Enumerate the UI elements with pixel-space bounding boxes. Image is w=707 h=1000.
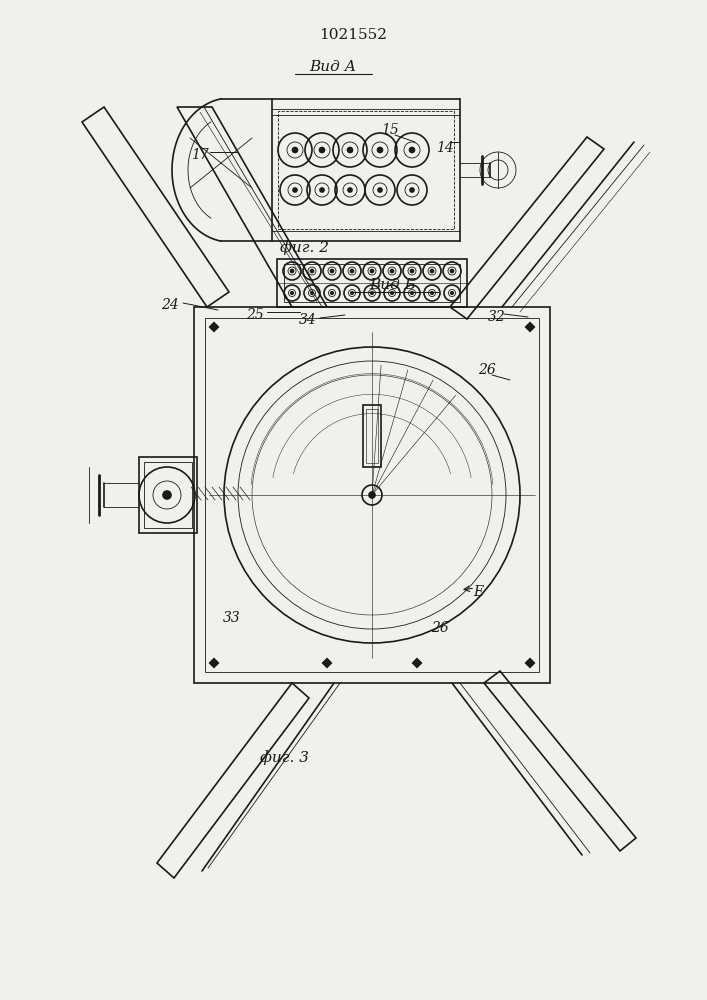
Circle shape [451, 292, 453, 294]
Polygon shape [525, 322, 535, 332]
Text: Вид А: Вид А [310, 60, 356, 74]
Circle shape [310, 269, 313, 272]
Text: E: E [473, 585, 483, 599]
Circle shape [369, 492, 375, 498]
Circle shape [390, 269, 394, 272]
Circle shape [411, 269, 414, 272]
Bar [284, 264, 460, 302]
Polygon shape [209, 658, 219, 668]
Circle shape [410, 188, 414, 192]
Text: 15: 15 [381, 123, 399, 137]
Text: 26: 26 [431, 621, 449, 635]
Circle shape [293, 147, 298, 152]
Circle shape [409, 147, 414, 152]
Bar [139, 457, 197, 533]
Circle shape [320, 188, 324, 192]
Text: 32: 32 [488, 310, 506, 324]
Text: фиг. 3: фиг. 3 [260, 751, 310, 765]
Circle shape [293, 188, 297, 192]
Bar [277, 259, 467, 307]
Circle shape [411, 292, 413, 294]
Circle shape [348, 147, 353, 152]
Circle shape [378, 188, 382, 192]
Circle shape [370, 292, 373, 294]
Text: 1021552: 1021552 [319, 28, 387, 42]
Bar [144, 462, 192, 528]
Polygon shape [209, 322, 219, 332]
Circle shape [378, 147, 382, 152]
Circle shape [351, 292, 354, 294]
Circle shape [450, 269, 453, 272]
Polygon shape [412, 658, 422, 668]
Text: 17: 17 [191, 148, 209, 162]
Bar [363, 405, 381, 467]
Text: 26: 26 [478, 363, 496, 377]
Circle shape [320, 147, 325, 152]
Bar [278, 111, 454, 229]
Circle shape [351, 269, 354, 272]
Circle shape [163, 491, 171, 499]
Circle shape [331, 292, 333, 294]
Text: 14: 14 [436, 141, 454, 155]
Text: 33: 33 [223, 611, 241, 625]
Polygon shape [525, 658, 535, 668]
Text: 24: 24 [161, 298, 179, 312]
Circle shape [311, 292, 313, 294]
Text: 34: 34 [299, 313, 317, 327]
Circle shape [291, 269, 293, 272]
Text: Вид Б: Вид Б [370, 278, 416, 292]
Circle shape [291, 292, 293, 294]
Bar [366, 409, 378, 463]
Text: 25: 25 [246, 308, 264, 322]
Circle shape [370, 269, 373, 272]
Polygon shape [322, 658, 332, 668]
Circle shape [330, 269, 334, 272]
Circle shape [348, 188, 352, 192]
Circle shape [391, 292, 393, 294]
Circle shape [431, 292, 433, 294]
Circle shape [431, 269, 433, 272]
Text: фиг. 2: фиг. 2 [281, 241, 329, 255]
